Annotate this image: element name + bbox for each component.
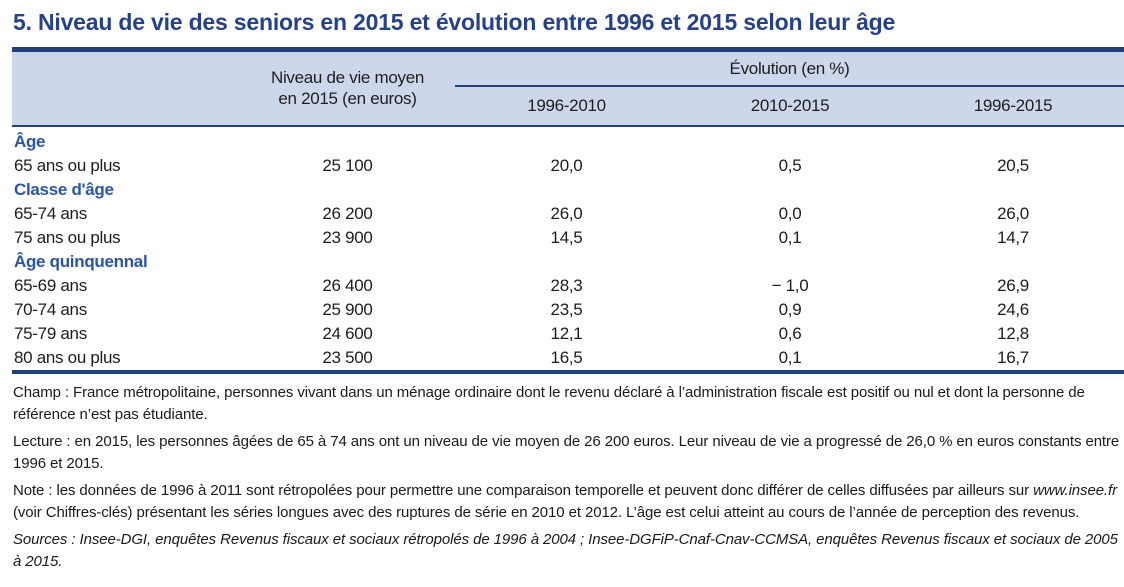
cell-1996-2010: 28,3 bbox=[550, 276, 583, 295]
cell-1996-2010: 12,1 bbox=[550, 324, 583, 343]
table-row: 80 ans ou plus 23 500 16,5 0,1 16,7 bbox=[12, 346, 1124, 372]
note-sources-text: Sources : Insee-DGI, enquêtes Revenus fi… bbox=[13, 531, 1118, 570]
table-row: 65-74 ans 26 200 26,0 0,0 26,0 bbox=[12, 202, 1124, 226]
row-label: 65-69 ans bbox=[14, 276, 87, 295]
column-header-2010-2015: 2010-2015 bbox=[678, 86, 902, 126]
group-label: Classe d'âge bbox=[14, 180, 114, 199]
row-label: 75-79 ans bbox=[14, 324, 87, 343]
table-row: 75-79 ans 24 600 12,1 0,6 12,8 bbox=[12, 322, 1124, 346]
cell-niveau: 26 400 bbox=[322, 276, 373, 295]
column-header-niveau-de-vie: Niveau de vie moyen en 2015 (en euros) bbox=[240, 49, 455, 126]
cell-1996-2015: 20,5 bbox=[997, 156, 1029, 175]
cell-niveau: 25 900 bbox=[322, 300, 373, 319]
cell-2010-2015: 0,9 bbox=[778, 300, 802, 319]
cell-niveau: 23 500 bbox=[322, 348, 373, 367]
cell-1996-2015: 14,7 bbox=[997, 228, 1029, 247]
cell-2010-2015: 0,5 bbox=[778, 156, 802, 175]
cell-1996-2015: 12,8 bbox=[997, 324, 1029, 343]
row-label: 65 ans ou plus bbox=[14, 156, 121, 175]
cell-1996-2010: 14,5 bbox=[550, 228, 583, 247]
column-header-1996-2015: 1996-2015 bbox=[902, 86, 1124, 126]
note-lecture: Lecture : en 2015, les personnes âgées d… bbox=[13, 431, 1124, 475]
note-note-text-2: (voir Chiffres-clés) présentant les séri… bbox=[13, 504, 1080, 521]
note-champ: Champ : France métropolitaine, personnes… bbox=[13, 382, 1124, 426]
note-sources: Sources : Insee-DGI, enquêtes Revenus fi… bbox=[13, 529, 1124, 573]
cell-niveau: 23 900 bbox=[322, 228, 373, 247]
column-header-evolution: Évolution (en %) bbox=[455, 49, 1124, 87]
table-row: 70-74 ans 25 900 23,5 0,9 24,6 bbox=[12, 298, 1124, 322]
figure-title: 5. Niveau de vie des seniors en 2015 et … bbox=[13, 9, 896, 35]
note-lecture-text: Lecture : en 2015, les personnes âgées d… bbox=[13, 433, 1120, 472]
table-row: 65-69 ans 26 400 28,3 − 1,0 26,9 bbox=[12, 274, 1124, 298]
group-row-classe-age: Classe d'âge bbox=[12, 178, 1124, 202]
niveau-header-line2: en 2015 (en euros) bbox=[278, 89, 417, 108]
cell-1996-2010: 16,5 bbox=[550, 348, 583, 367]
note-champ-text: Champ : France métropolitaine, personnes… bbox=[13, 384, 1085, 423]
group-row-age-quinquennal: Âge quinquennal bbox=[12, 250, 1124, 274]
note-note: Note : les données de 1996 à 2011 sont r… bbox=[13, 480, 1124, 524]
row-label: 70-74 ans bbox=[14, 300, 87, 319]
cell-niveau: 24 600 bbox=[322, 324, 373, 343]
corner-cell bbox=[12, 49, 240, 126]
cell-1996-2015: 26,0 bbox=[997, 204, 1029, 223]
table-header: Niveau de vie moyen en 2015 (en euros) Év… bbox=[12, 49, 1124, 126]
note-insee-url: www.insee.fr bbox=[1033, 482, 1117, 499]
cell-niveau: 25 100 bbox=[322, 156, 373, 175]
cell-1996-2015: 16,7 bbox=[997, 348, 1029, 367]
cell-2010-2015: 0,1 bbox=[778, 348, 802, 367]
note-note-text-1: Note : les données de 1996 à 2011 sont r… bbox=[13, 482, 1034, 499]
cell-2010-2015: 0,1 bbox=[778, 228, 802, 247]
table-row: 75 ans ou plus 23 900 14,5 0,1 14,7 bbox=[12, 226, 1124, 250]
seniors-living-standard-table: Niveau de vie moyen en 2015 (en euros) Év… bbox=[12, 47, 1124, 374]
cell-2010-2015: − 1,0 bbox=[771, 276, 809, 295]
group-row-age: Âge bbox=[12, 126, 1124, 154]
footnotes: Champ : France métropolitaine, personnes… bbox=[13, 382, 1124, 573]
cell-1996-2015: 24,6 bbox=[997, 300, 1029, 319]
group-label: Âge quinquennal bbox=[14, 252, 148, 271]
cell-2010-2015: 0,6 bbox=[778, 324, 802, 343]
niveau-header-line1: Niveau de vie moyen bbox=[270, 68, 425, 87]
cell-1996-2010: 26,0 bbox=[550, 204, 583, 223]
cell-2010-2015: 0,0 bbox=[778, 204, 802, 223]
group-label: Âge bbox=[14, 132, 46, 151]
table-row: 65 ans ou plus 25 100 20,0 0,5 20,5 bbox=[12, 154, 1124, 178]
cell-niveau: 26 200 bbox=[322, 204, 373, 223]
table-body: Âge 65 ans ou plus 25 100 20,0 0,5 20,5 … bbox=[12, 126, 1124, 372]
cell-1996-2010: 20,0 bbox=[550, 156, 583, 175]
column-header-1996-2010: 1996-2010 bbox=[455, 86, 678, 126]
row-label: 75 ans ou plus bbox=[14, 228, 121, 247]
row-label: 65-74 ans bbox=[14, 204, 87, 223]
cell-1996-2010: 23,5 bbox=[550, 300, 583, 319]
row-label: 80 ans ou plus bbox=[14, 348, 121, 367]
cell-1996-2015: 26,9 bbox=[997, 276, 1029, 295]
